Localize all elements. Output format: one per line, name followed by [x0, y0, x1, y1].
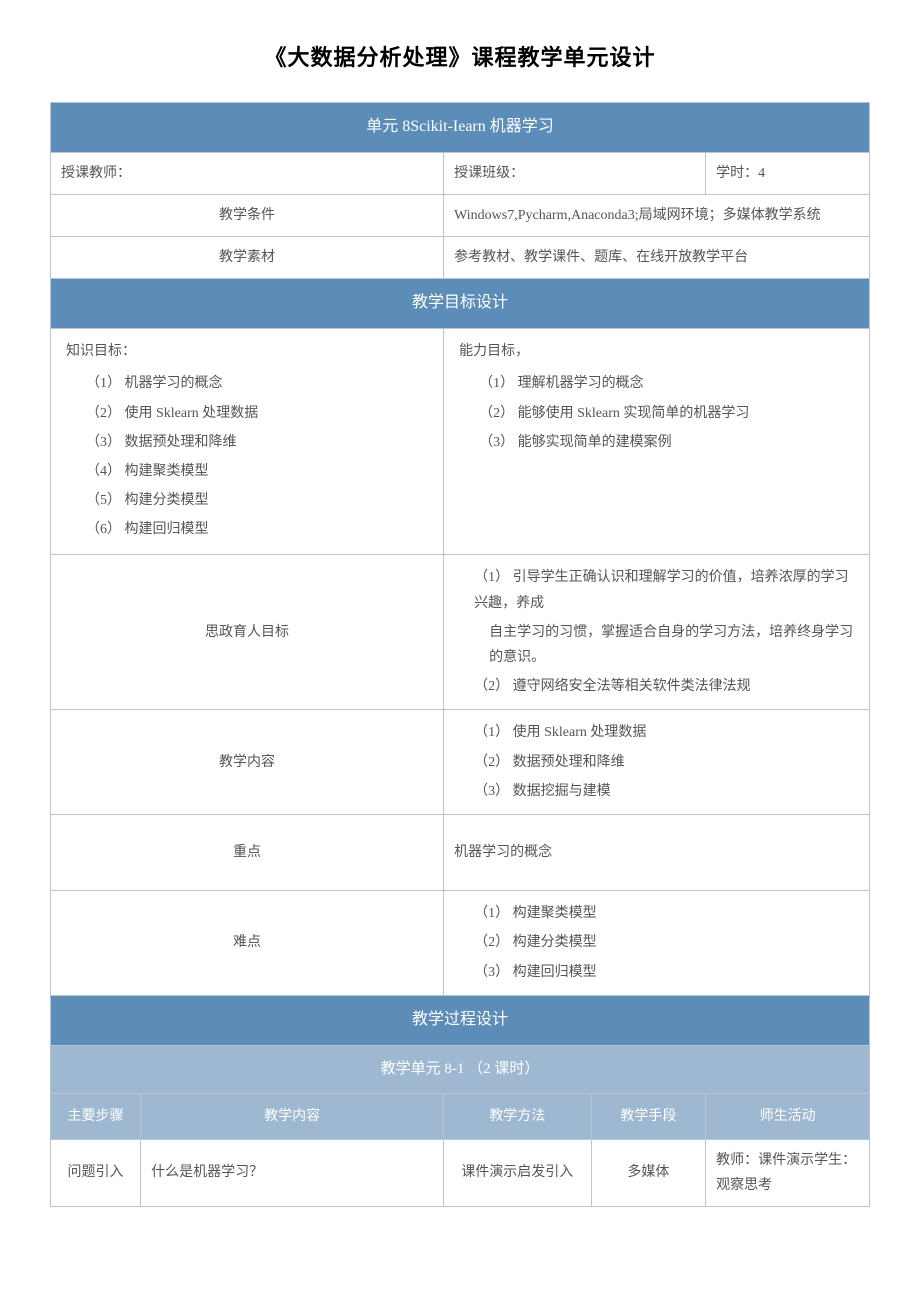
knowledge-goal-item: （3） 数据预处理和降维 [66, 428, 428, 457]
means-cell: 多媒体 [591, 1139, 706, 1206]
process-col-header: 师生活动 [706, 1093, 870, 1139]
difficulty-item: （1） 构建聚类模型 [454, 899, 859, 928]
teacher-label: 授课教师： [61, 166, 131, 181]
conditions-value: Windows7,Pycharm,Anaconda3;局域网环境；多媒体教学系统 [444, 194, 870, 236]
document-title: 《大数据分析处理》课程教学单元设计 [50, 40, 870, 72]
teaching-content-item: （1） 使用 Sklearn 处理数据 [454, 718, 859, 747]
knowledge-goals-title: 知识目标： [66, 339, 428, 364]
keypoints-label: 重点 [51, 814, 444, 890]
course-design-table: 单元 8Scikit-Iearn 机器学习 授课教师： 授课班级： 学时：4 教… [50, 102, 870, 1207]
teaching-content-value: （1） 使用 Sklearn 处理数据 （2） 数据预处理和降维 （3） 数据挖… [444, 710, 870, 815]
knowledge-goal-item: （5） 构建分类模型 [66, 486, 428, 515]
process-col-header: 主要步骤 [51, 1093, 141, 1139]
process-section-title: 教学过程设计 [51, 995, 870, 1045]
process-col-header: 教学内容 [141, 1093, 444, 1139]
unit-header: 单元 8Scikit-Iearn 机器学习 [51, 103, 870, 153]
difficulties-label: 难点 [51, 891, 444, 996]
knowledge-goal-item: （1） 机器学习的概念 [66, 369, 428, 398]
difficulties-value: （1） 构建聚类模型 （2） 构建分类模型 （3） 构建回归模型 [444, 891, 870, 996]
step-cell: 问题引入 [51, 1139, 141, 1206]
difficulty-item: （2） 构建分类模型 [454, 928, 859, 957]
class-label: 授课班级： [454, 166, 524, 181]
materials-value: 参考教材、教学课件、题库、在线开放教学平台 [444, 237, 870, 279]
teaching-content-item: （3） 数据挖掘与建模 [454, 777, 859, 806]
process-table-row: 问题引入 什么是机器学习？ 课件演示启发引入 多媒体 教师：课件演示学生：观察思… [51, 1139, 870, 1206]
method-cell: 课件演示启发引入 [444, 1139, 591, 1206]
teaching-content-item: （2） 数据预处理和降维 [454, 748, 859, 777]
hours-label: 学时：4 [716, 166, 765, 181]
knowledge-goal-item: （2） 使用 Sklearn 处理数据 [66, 399, 428, 428]
moral-goals-label: 思政育人目标 [51, 555, 444, 710]
conditions-label: 教学条件 [51, 194, 444, 236]
unit-subtitle: 教学单元 8-1 （2 课时） [51, 1045, 870, 1093]
teacher-cell: 授课教师： [51, 152, 444, 194]
teaching-content-label: 教学内容 [51, 710, 444, 815]
ability-goals-title: 能力目标， [459, 339, 854, 364]
ability-goal-item: （1） 理解机器学习的概念 [459, 369, 854, 398]
moral-goal-item: 自主学习的习惯，掌握适合自身的学习方法，培养终身学习的意识。 [454, 618, 859, 672]
keypoints-value: 机器学习的概念 [444, 814, 870, 890]
materials-label: 教学素材 [51, 237, 444, 279]
knowledge-goal-item: （4） 构建聚类模型 [66, 457, 428, 486]
ability-goal-item: （2） 能够使用 Sklearn 实现简单的机器学习 [459, 399, 854, 428]
moral-goals-value: （1） 引导学生正确认识和理解学习的价值，培养浓厚的学习兴趣，养成 自主学习的习… [444, 555, 870, 710]
knowledge-goals-cell: 知识目标： （1） 机器学习的概念 （2） 使用 Sklearn 处理数据 （3… [51, 329, 444, 555]
goals-section-title: 教学目标设计 [51, 279, 870, 329]
difficulty-item: （3） 构建回归模型 [454, 958, 859, 987]
process-col-header: 教学手段 [591, 1093, 706, 1139]
ability-goal-item: （3） 能够实现简单的建模案例 [459, 428, 854, 457]
content-cell: 什么是机器学习？ [141, 1139, 444, 1206]
knowledge-goal-item: （6） 构建回归模型 [66, 515, 428, 544]
class-cell: 授课班级： [444, 152, 706, 194]
hours-cell: 学时：4 [706, 152, 870, 194]
process-col-header: 教学方法 [444, 1093, 591, 1139]
ability-goals-cell: 能力目标， （1） 理解机器学习的概念 （2） 能够使用 Sklearn 实现简… [444, 329, 870, 555]
activity-cell: 教师：课件演示学生：观察思考 [706, 1139, 870, 1206]
moral-goal-item: （1） 引导学生正确认识和理解学习的价值，培养浓厚的学习兴趣，养成 [454, 563, 859, 617]
moral-goal-item: （2） 遵守网络安全法等相关软件类法律法规 [454, 672, 859, 701]
